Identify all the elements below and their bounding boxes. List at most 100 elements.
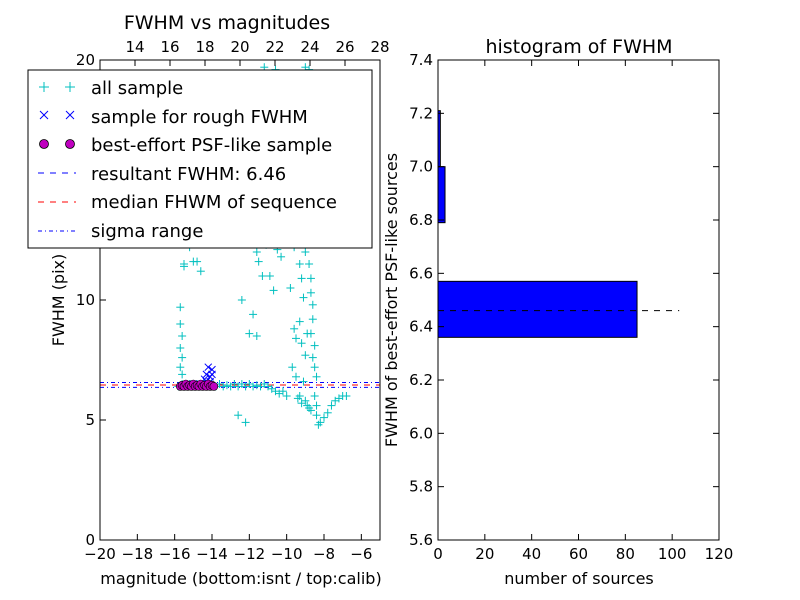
histogram-bar [437,166,446,224]
top-x-tick-label: 20 [230,38,249,56]
right-x-ticks: 0 20 40 60 80 100 120 [433,60,733,563]
left-top-x-ticks: 14 16 18 20 22 24 26 28 [125,38,390,66]
right-x-axis-label: number of sources [504,569,654,588]
data-point-plus [176,303,185,312]
data-point-plus [295,260,304,268]
data-point-x [204,363,213,372]
data-point-plus [308,353,317,362]
y-tick-label: 7.4 [409,51,433,69]
y-tick-label: 7.2 [409,104,433,122]
legend-entry-psf-sample: best-effort PSF-like sample [39,135,332,156]
data-point-plus [308,300,317,309]
data-point-plus [282,392,291,400]
top-x-tick-label: 26 [335,38,354,56]
data-point-plus [342,392,351,400]
left-y-axis-label: FWHM (pix) [49,254,68,347]
data-point-plus [265,272,274,280]
x-tick-label: −12 [234,545,266,563]
x-marker-icon [39,110,75,120]
data-point-plus [312,411,321,420]
x-tick-label: 120 [705,545,734,563]
data-point-plus [176,344,185,352]
data-point-plus [245,329,254,338]
top-x-tick-label: 22 [265,38,284,56]
legend-label: resultant FWHM: 6.46 [91,164,286,185]
y-tick-label: 5 [85,411,95,429]
top-x-tick-label: 28 [370,38,389,56]
fwhm-vs-magnitude-chart: FWHM vs magnitudes −20 −18 −16 −14 −12 −10 −8−… [27,12,390,588]
data-point-x [208,370,216,379]
x-tick-label: −10 [271,545,303,563]
legend-entry-sigma-range: sigma range [38,221,203,242]
data-point-plus [305,404,314,412]
top-x-tick-label: 14 [125,38,144,56]
legend-label: sigma range [91,221,203,242]
plus-marker-icon [39,82,75,92]
legend-entry-rough-sample: sample for rough FWHM [39,107,308,128]
left-y-ticks: 0 5 10 20 [76,51,106,549]
top-x-tick-label: 24 [300,38,319,56]
x-tick-label: −18 [122,545,154,563]
data-point-plus [180,260,188,268]
top-x-tick-label: 16 [160,38,179,56]
right-y-ticks: 5.6 5.8 6.0 6.2 6.4 6.6 6.8 7.0 7.2 7.4 [409,51,719,549]
data-point-plus [290,324,299,333]
x-tick-label: 100 [658,545,687,563]
histogram-bar [437,280,638,338]
legend-label: all sample [91,78,183,99]
data-point-plus [278,387,287,396]
data-point-plus [269,286,278,295]
data-point-plus [308,315,317,324]
legend-label: median FHWM of sequence [91,192,337,213]
data-point-plus [305,260,314,268]
data-point-plus [176,363,185,372]
data-point-plus [312,401,321,410]
x-tick-label: 60 [569,545,588,563]
data-point-plus [176,320,185,328]
data-point-circle [209,382,219,391]
data-point-plus [252,332,261,340]
data-point-plus [249,382,258,391]
y-tick-label: 5.8 [409,478,433,496]
data-point-plus [178,332,187,340]
data-point-plus [252,381,261,390]
y-tick-label: 7.0 [409,158,433,176]
data-point-plus [196,267,205,276]
data-point-plus [299,293,308,302]
data-point-plus [254,257,263,266]
data-point-plus [316,418,325,427]
data-point-plus [303,329,312,338]
right-chart-title: histogram of FWHM [485,36,672,58]
y-tick-label: 6.0 [409,424,433,442]
data-point-plus [241,418,250,427]
data-point-plus [193,257,202,266]
data-point-plus [306,288,315,297]
x-stroke [204,363,213,372]
circle-marker-icon [39,139,49,149]
data-point-plus [293,394,302,403]
top-x-tick-label: 18 [195,38,214,56]
data-point-plus [219,382,228,391]
y-tick-label: 20 [76,51,95,69]
data-point-plus [237,296,246,304]
data-point-plus [249,310,258,319]
data-point-plus [306,274,315,283]
data-point-plus [310,363,319,372]
y-tick-label: 6.4 [409,318,433,336]
data-point-plus [310,341,319,350]
data-point-plus [178,353,187,362]
data-point-plus [252,248,261,256]
data-point-plus [292,372,300,381]
circle-marker-icon [65,139,75,149]
left-x-axis-label: magnitude (bottom:isnt / top:calib) [100,569,381,588]
data-point-plus [323,408,332,417]
data-point-plus [301,351,310,360]
right-y-axis-label: FWHM of best-effort PSF-like sources [382,153,401,447]
data-point-plus [234,411,243,420]
legend: all sample sample for rough FWHM best-ef… [27,69,373,249]
x-tick-label: −16 [159,545,191,563]
data-point-plus [297,339,306,348]
data-point-plus [178,370,187,379]
x-stroke [202,370,211,379]
legend-label: sample for rough FWHM [91,107,308,128]
